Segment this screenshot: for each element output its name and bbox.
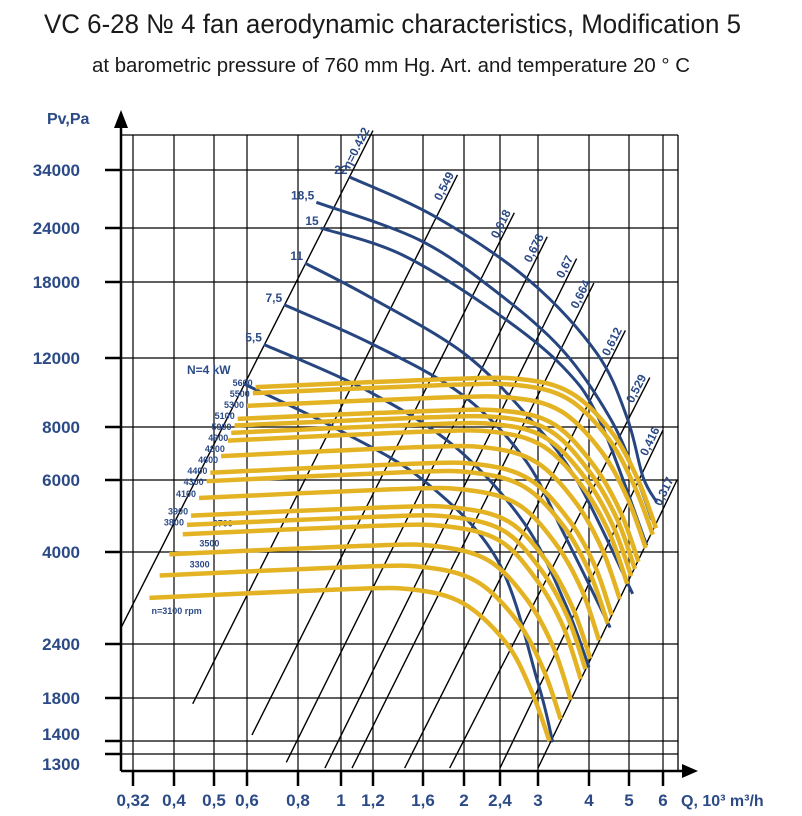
speed-label: 4300	[184, 477, 204, 487]
y-tick-label: 1800	[42, 689, 80, 708]
speed-label: 3900	[168, 507, 188, 517]
power-curve	[320, 226, 649, 546]
speed-curve	[237, 407, 641, 563]
power-label: 22	[334, 163, 348, 177]
chart-title: VC 6-28 № 4 fan aerodynamic characterist…	[44, 9, 741, 39]
x-tick-label: 1,2	[361, 791, 385, 810]
efficiency-line	[120, 130, 374, 628]
chart-subtitle: at barometric pressure of 760 mm Hg. Art…	[92, 55, 690, 77]
speed-curve	[159, 563, 563, 720]
speed-label: 3300	[190, 560, 210, 570]
speed-label: 3800	[164, 518, 184, 528]
power-label: 18,5	[291, 188, 315, 202]
power-curve	[348, 175, 658, 503]
y-tick-label: 24000	[33, 219, 80, 238]
efficiency-line	[324, 258, 578, 769]
speed-curve	[206, 468, 610, 625]
speed-label: 5300	[224, 400, 244, 410]
speed-label: 4400	[187, 466, 207, 476]
speed-curve	[227, 428, 630, 585]
x-tick-label: 5	[624, 791, 633, 810]
y-tick-label: 18000	[33, 273, 80, 292]
x-tick-label: 3	[533, 791, 542, 810]
power-curve	[243, 382, 555, 743]
y-axis-arrow-icon	[114, 110, 128, 128]
speed-label: 4900	[208, 433, 228, 443]
power-curves: N=4 kW 5,5 7,5 11 15 18,5 22	[187, 163, 658, 743]
x-tick-label: 0,4	[162, 791, 186, 810]
speed-label: 5500	[230, 389, 250, 399]
efficiency-line	[285, 236, 548, 763]
speed-curve	[182, 522, 583, 680]
efficiency-label: 0,612	[599, 325, 625, 358]
y-tick-label: 6000	[42, 471, 80, 490]
efficiency-label: 0,529	[623, 372, 649, 405]
speed-curve	[231, 420, 634, 577]
speed-curve	[186, 513, 588, 670]
y-tick-label: 4000	[42, 543, 80, 562]
speed-curve	[198, 485, 602, 642]
speed-label: 3500	[199, 538, 219, 548]
speed-curve	[220, 443, 622, 600]
efficiency-label: 0,549	[431, 169, 457, 202]
power-curve	[304, 261, 635, 595]
efficiency-line	[192, 174, 459, 705]
speed-label: 5100	[215, 411, 235, 421]
y-tick-label: 34000	[33, 161, 80, 180]
y-axis-label: Pv,Pa	[47, 111, 90, 128]
x-tick-label: 0,32	[116, 791, 149, 810]
speed-label: 4800	[205, 444, 225, 454]
efficiency-label: 0,416	[637, 425, 663, 458]
speed-curve	[149, 585, 552, 742]
x-axis-label: Q, 10³ m³/h	[681, 793, 764, 810]
speed-curve	[234, 413, 637, 570]
axes: 0,32 0,4 0,5 0,6 0,8 1 1,2 1,6 2 2,4 3 4 5 6 1300 1400 1…	[33, 110, 698, 810]
efficiency-label: 0,618	[488, 207, 514, 240]
speed-curve	[210, 460, 614, 616]
y-tick-label: 2400	[42, 635, 80, 654]
speed-curve	[169, 542, 573, 701]
speed-label: 5600	[233, 378, 253, 388]
speed-curve	[255, 375, 659, 530]
speed-curve	[190, 503, 593, 660]
power-label: 11	[290, 249, 303, 263]
y-tick-label: 1400	[42, 725, 80, 744]
speed-curves: n=3100 rpm330035003700560055005300510050…	[149, 375, 659, 742]
speed-label: n=3100 rpm	[151, 606, 201, 616]
x-tick-label: 0,6	[235, 791, 259, 810]
speed-label: 4600	[198, 455, 218, 465]
x-axis-arrow-icon	[682, 764, 698, 778]
efficiency-label: 0,678	[521, 231, 547, 264]
y-tick-label: 8000	[42, 418, 80, 437]
speed-curve	[252, 381, 655, 536]
power-label: 15	[305, 214, 319, 228]
speed-label: 4100	[176, 489, 196, 499]
x-tick-label: 1,6	[411, 791, 435, 810]
power-label: 7,5	[265, 291, 282, 305]
power-label: 5,5	[245, 330, 262, 344]
x-tick-label: 1	[336, 791, 345, 810]
x-tick-label: 4	[584, 791, 594, 810]
x-tick-label: 2,4	[488, 791, 512, 810]
speed-curve	[246, 394, 648, 549]
x-tick-label: 6	[658, 791, 667, 810]
speed-label: 5000	[211, 422, 231, 432]
y-tick-label: 1300	[42, 755, 80, 774]
x-tick-label: 2	[459, 791, 468, 810]
y-tick-label: 12000	[33, 349, 80, 368]
x-tick-label: 0,5	[202, 791, 226, 810]
x-tick-label: 0,8	[286, 791, 310, 810]
power-label: N=4 kW	[187, 363, 231, 377]
